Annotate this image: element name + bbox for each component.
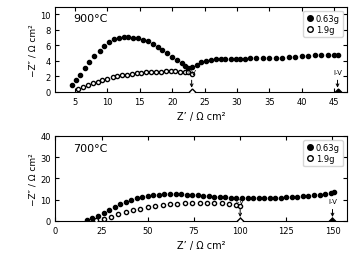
Text: 900°C: 900°C [73, 14, 107, 24]
Text: I-V: I-V [328, 198, 337, 216]
Legend: 0.63g, 1.9g: 0.63g, 1.9g [303, 140, 343, 167]
Text: I-V: I-V [333, 69, 342, 87]
Y-axis label: −Z″ / Ω cm²: −Z″ / Ω cm² [28, 24, 37, 76]
Legend: 0.63g, 1.9g: 0.63g, 1.9g [303, 12, 343, 38]
X-axis label: Z’ / Ω cm²: Z’ / Ω cm² [177, 112, 226, 122]
X-axis label: Z’ / Ω cm²: Z’ / Ω cm² [177, 240, 226, 250]
Text: I-V: I-V [187, 69, 196, 87]
Text: I-V: I-V [236, 198, 245, 216]
Text: 700°C: 700°C [73, 143, 107, 153]
Y-axis label: −Z″ / Ω cm²: −Z″ / Ω cm² [28, 152, 37, 205]
